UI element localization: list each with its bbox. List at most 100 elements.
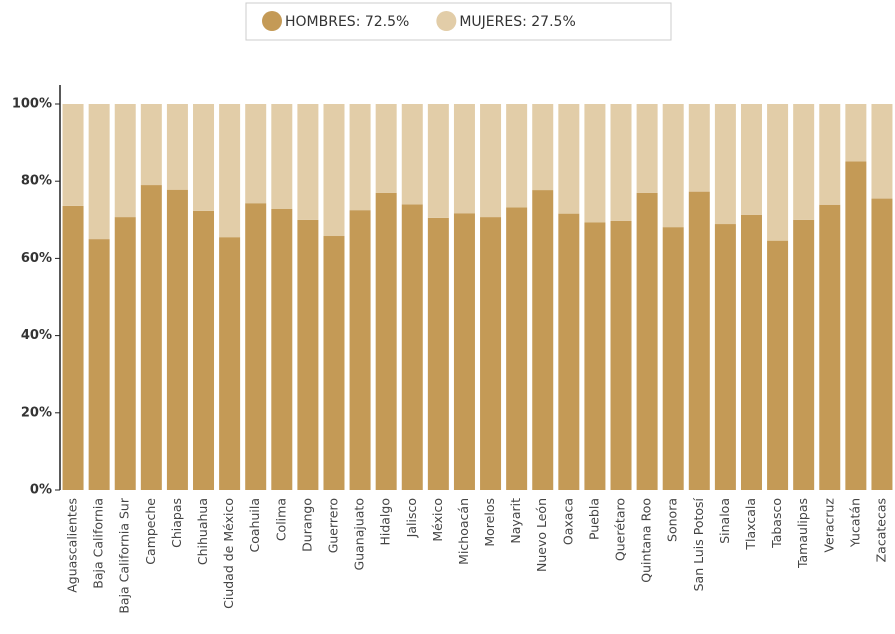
bar-segment (114, 104, 136, 218)
bar-segment (480, 104, 502, 218)
bar-segment (793, 219, 815, 491)
bar-segment (166, 189, 188, 490)
bar-segment (688, 104, 710, 192)
bar-segment (636, 192, 658, 490)
x-tick-label: San Luis Potosí (691, 497, 706, 591)
y-tick-label: 0% (30, 483, 52, 498)
bar-segment (114, 217, 136, 490)
x-tick-label: Ciudad de México (221, 498, 236, 609)
legend-label: HOMBRES: 72.5% (285, 14, 409, 30)
x-tick-label: Sonora (665, 498, 680, 542)
bar-segment (610, 104, 632, 221)
bar-segment (401, 104, 423, 205)
bar-segment (740, 214, 762, 491)
bar-segment (532, 190, 554, 490)
bar-segment (610, 220, 632, 490)
bar-segment (845, 104, 867, 162)
bar-segment (193, 104, 215, 211)
y-tick-label: 20% (21, 405, 52, 420)
bar-segment (271, 104, 293, 209)
x-tick-label: Nayarit (508, 498, 523, 544)
bar-segment (636, 104, 658, 193)
bar-segment (584, 222, 606, 490)
x-tick-label: Baja California Sur (117, 497, 132, 614)
bar-segment (871, 198, 893, 490)
bar-segment (349, 104, 371, 211)
bar-segment (349, 210, 371, 490)
bar-segment (584, 104, 606, 223)
x-tick-label: Veracruz (821, 498, 836, 553)
bar-segment (193, 210, 215, 490)
bar-segment (558, 213, 580, 490)
x-tick-label: Baja California (91, 498, 106, 589)
x-tick-label: Morelos (482, 498, 497, 547)
bar-segment (688, 191, 710, 490)
bar-segment (140, 104, 162, 186)
x-tick-label: Hidalgo (378, 498, 393, 546)
bar-segment (140, 185, 162, 490)
bar-segment (714, 104, 736, 225)
bar-segment (245, 104, 267, 204)
legend-swatch (262, 11, 282, 31)
bar-segment (453, 104, 475, 214)
bar-segment (767, 240, 789, 490)
bar-segment (271, 208, 293, 490)
legend-label: MUJERES: 27.5% (459, 14, 575, 30)
x-tick-label: Coahuila (247, 498, 262, 553)
x-tick-label: Sinaloa (717, 498, 732, 544)
x-tick-label: Chihuahua (195, 498, 210, 565)
x-tick-label: Zacatecas (873, 498, 888, 562)
bar-segment (845, 161, 867, 490)
x-tick-label: Yucatán (847, 498, 862, 548)
bar-segment (819, 204, 841, 490)
x-tick-label: Quintana Roo (639, 498, 654, 583)
x-tick-label: México (430, 498, 445, 542)
x-tick-label: Oaxaca (560, 498, 575, 545)
bar-segment (506, 104, 528, 208)
bar-segment (662, 227, 684, 490)
bar-segment (819, 104, 841, 205)
x-tick-label: Colima (273, 498, 288, 541)
y-tick-label: 60% (21, 251, 52, 266)
bar-segment (245, 203, 267, 490)
x-tick-label: Guerrero (325, 498, 340, 553)
bar-segment (427, 104, 449, 218)
legend-box (245, 2, 672, 41)
x-tick-label: Puebla (586, 498, 601, 540)
bar-segment (453, 213, 475, 490)
bar-segment (88, 104, 110, 240)
x-tick-label: Tlaxcala (743, 498, 758, 551)
bar-segment (401, 204, 423, 491)
bar-segment (714, 224, 736, 490)
bar-segment (219, 237, 241, 490)
bar-segment (375, 192, 397, 490)
y-tick-label: 100% (12, 97, 52, 112)
y-tick-label: 80% (21, 174, 52, 189)
bar-segment (166, 104, 188, 190)
bar-segment (219, 104, 241, 238)
bar-segment (62, 104, 84, 206)
x-tick-label: Campeche (143, 498, 158, 565)
bar-segment (88, 239, 110, 490)
x-tick-label: Tamaulipas (795, 498, 810, 569)
bar-segment (506, 207, 528, 490)
bar-segment (297, 104, 319, 220)
bar-segment (323, 104, 345, 237)
y-tick-label: 40% (21, 328, 52, 343)
bar-segment (297, 219, 319, 491)
bar-segment (323, 236, 345, 490)
bar-segment (740, 104, 762, 215)
x-tick-label: Michoacán (456, 498, 471, 565)
bar-segment (427, 217, 449, 490)
x-tick-label: Querétaro (613, 498, 628, 561)
x-tick-label: Aguascalientes (65, 498, 80, 593)
bar-segment (62, 205, 84, 491)
x-tick-label: Jalisco (404, 498, 419, 538)
bar-segment (767, 104, 789, 241)
x-tick-label: Chiapas (169, 498, 184, 548)
x-tick-label: Durango (299, 498, 314, 552)
x-tick-label: Nuevo León (534, 498, 549, 572)
x-tick-label: Tabasco (769, 498, 784, 549)
